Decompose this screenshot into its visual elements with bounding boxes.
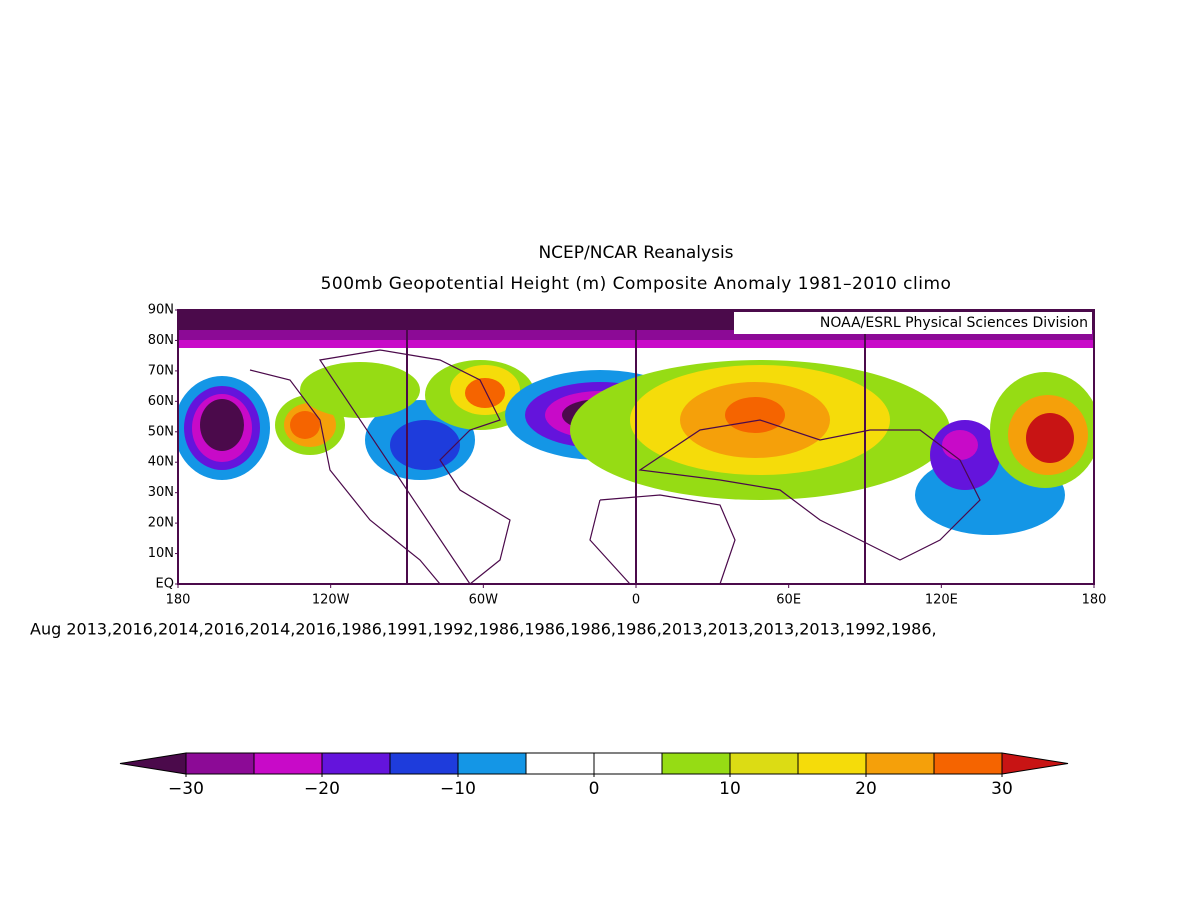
colorbar-tick-label: 10 [719, 779, 741, 799]
lon-tick-label: 120E [925, 593, 958, 608]
colorbar-tick-label: 20 [855, 779, 877, 799]
lat-tick-label: 60N [148, 394, 174, 409]
map: NOAA/ESRL Physical Sciences Division [177, 309, 1095, 585]
lon-tick-label: 180 [1082, 593, 1107, 608]
colorbar-tick-label: −30 [168, 779, 204, 799]
lat-tick-label: EQ [156, 577, 174, 592]
coastlines [249, 349, 981, 585]
colorbar-box [933, 752, 1003, 775]
lat-tick-label: 40N [148, 455, 174, 470]
colorbar-box [729, 752, 799, 775]
colorbar-box [321, 752, 391, 775]
colorbar-arrow [1001, 752, 1069, 775]
lon-tick-label: 120W [312, 593, 350, 608]
colorbar-box [253, 752, 323, 775]
lat-tick-label: 50N [148, 424, 174, 439]
credit-box [734, 312, 1092, 334]
colorbar-box [525, 752, 595, 775]
colorbar-tick-label: 0 [589, 779, 600, 799]
colorbar-box [457, 752, 527, 775]
title: NCEP/NCAR Reanalysis [538, 243, 733, 263]
colorbar-box [797, 752, 867, 775]
colorbar-box [389, 752, 459, 775]
anomaly-field [178, 310, 1094, 535]
caption: Aug 2013,2016,2014,2016,2014,2016,1986,1… [30, 620, 937, 639]
subtitle: 500mb Geopotential Height (m) Composite … [321, 274, 952, 294]
lat-tick-label: 90N [148, 303, 174, 318]
lat-tick-label: 30N [148, 485, 174, 500]
colorbar-box [865, 752, 935, 775]
colorbar-box [185, 752, 255, 775]
colorbar-tick-label: −10 [440, 779, 476, 799]
colorbar-tick-label: −20 [304, 779, 340, 799]
lon-tick-label: 180 [166, 593, 191, 608]
lat-tick-label: 70N [148, 363, 174, 378]
lon-tick-label: 60W [469, 593, 499, 608]
colorbar-box [593, 752, 663, 775]
colorbar-tick-label: 30 [991, 779, 1013, 799]
credit: NOAA/ESRL Physical Sciences Division [820, 315, 1088, 331]
lat-tick-label: 80N [148, 333, 174, 348]
colorbar-box [661, 752, 731, 775]
lon-tick-label: 60E [776, 593, 801, 608]
colorbar-arrow [119, 752, 187, 775]
lat-tick-label: 20N [148, 516, 174, 531]
lon-tick-label: 0 [632, 593, 640, 608]
lat-tick-label: 10N [148, 546, 174, 561]
